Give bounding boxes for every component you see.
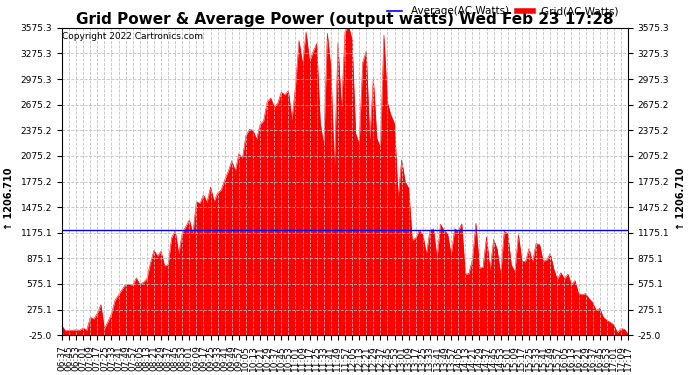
Text: Copyright 2022 Cartronics.com: Copyright 2022 Cartronics.com [62, 32, 203, 41]
Text: ↑ 1206.710: ↑ 1206.710 [4, 168, 14, 230]
Legend: Average(AC Watts), Grid(AC Watts): Average(AC Watts), Grid(AC Watts) [383, 2, 623, 21]
Title: Grid Power & Average Power (output watts) Wed Feb 23 17:28: Grid Power & Average Power (output watts… [76, 12, 614, 27]
Text: ↑ 1206.710: ↑ 1206.710 [676, 168, 686, 230]
